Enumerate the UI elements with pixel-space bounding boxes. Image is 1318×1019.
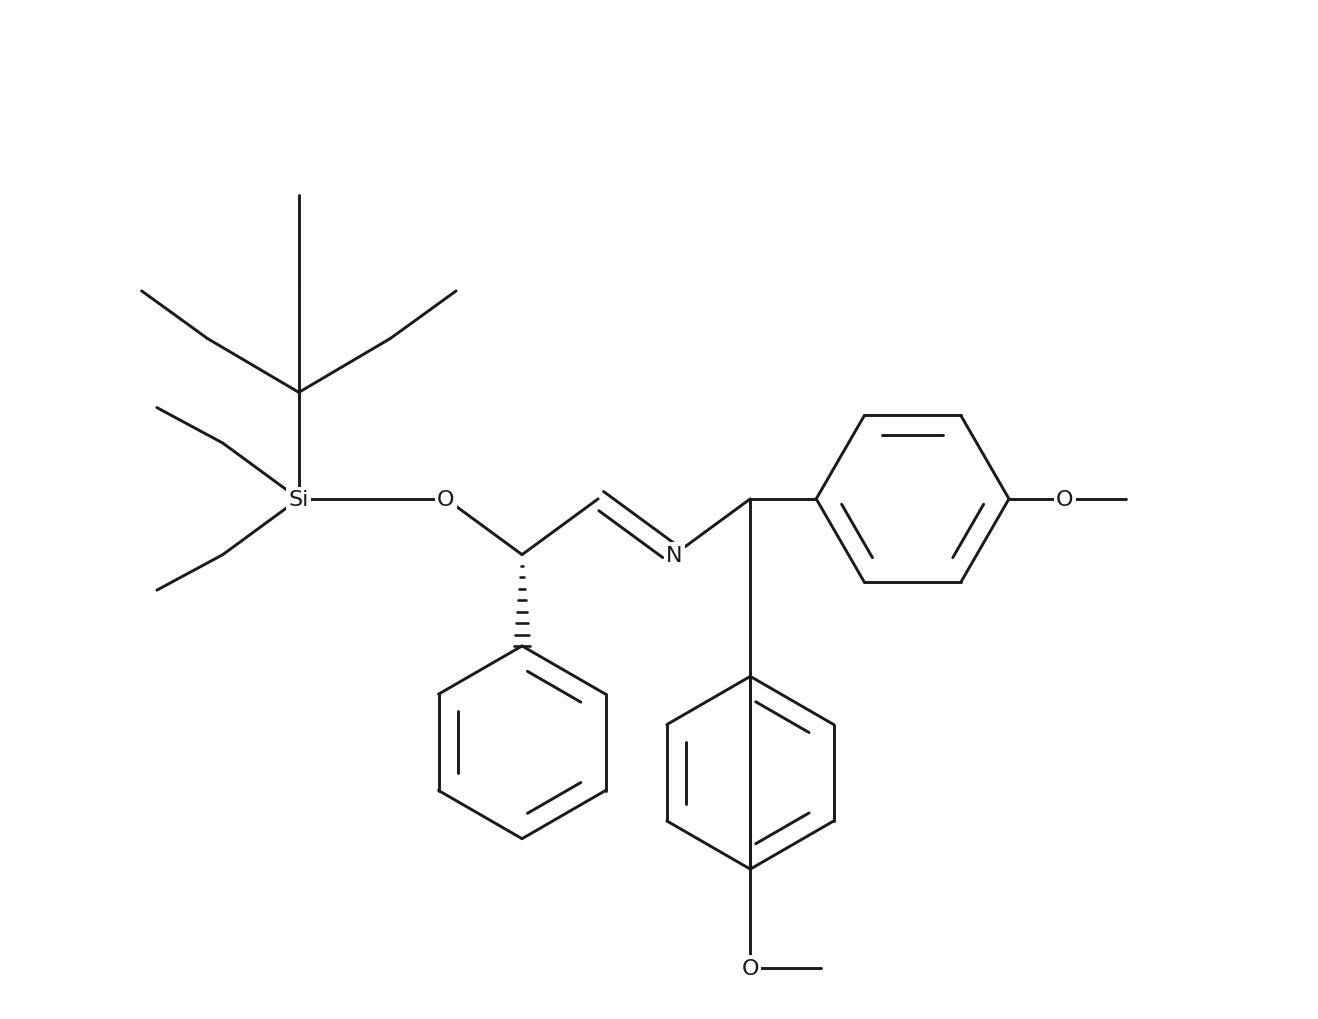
Text: O: O xyxy=(1056,489,1074,510)
Text: Si: Si xyxy=(289,489,308,510)
Text: N: N xyxy=(666,545,683,566)
Text: O: O xyxy=(742,958,759,977)
Text: O: O xyxy=(438,489,455,510)
